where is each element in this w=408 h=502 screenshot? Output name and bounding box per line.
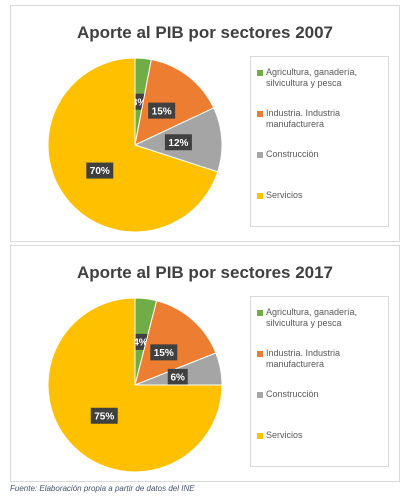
legend-swatch	[257, 351, 263, 357]
legend-label: Industria. Industria manufacturera	[266, 348, 341, 369]
value-label: 6%	[171, 372, 186, 383]
legend-swatch	[257, 433, 263, 439]
value-label-bg	[167, 368, 188, 385]
legend-swatch	[257, 70, 263, 76]
legend-label: Servicios	[266, 430, 303, 440]
legend-label: Servicios	[266, 190, 303, 200]
source-note: Fuente: Elaboración propia a partir de d…	[10, 484, 195, 493]
value-label: 15%	[154, 348, 174, 359]
pie-slice	[47, 57, 219, 233]
value-label: 75%	[94, 411, 114, 422]
chart-title: Aporte al PIB por sectores 2007	[77, 23, 333, 42]
legend-frame	[250, 296, 389, 467]
value-label-bg	[86, 162, 114, 179]
value-label: 15%	[152, 106, 172, 117]
value-label-bg	[90, 407, 118, 424]
chart-title: Aporte al PIB por sectores 2017	[77, 263, 333, 282]
legend-label: Construcción	[266, 389, 319, 399]
legend-swatch	[257, 392, 263, 398]
legend-swatch	[257, 111, 263, 117]
value-label: 3%	[132, 97, 147, 108]
value-label-bg	[148, 102, 176, 119]
legend-swatch	[257, 152, 263, 158]
pie-slice	[47, 297, 223, 473]
legend-swatch	[257, 310, 263, 316]
pie-slice	[134, 300, 217, 386]
value-label-bg	[164, 134, 192, 151]
value-label: 4%	[133, 337, 148, 348]
legend-label: Agricultura, ganadería, silvicultura y p…	[266, 67, 358, 88]
pie-slice	[134, 58, 215, 146]
legend-label: Industria. Industria manufacturera	[266, 108, 341, 129]
legend-frame	[250, 56, 389, 227]
value-label: 12%	[168, 138, 188, 149]
legend-swatch	[257, 193, 263, 199]
legend-label: Agricultura, ganadería, silvicultura y p…	[266, 307, 358, 328]
legend-label: Construcción	[266, 149, 319, 159]
value-label-bg	[150, 344, 178, 361]
value-label: 70%	[90, 166, 110, 177]
